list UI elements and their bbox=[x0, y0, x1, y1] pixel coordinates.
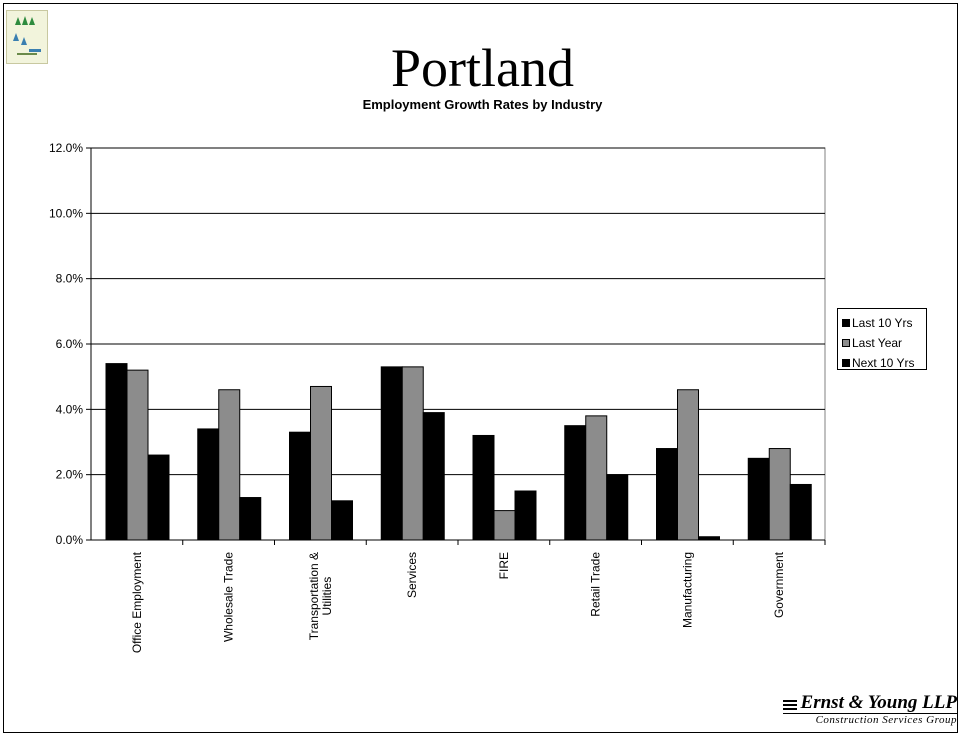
bar-last-10-yrs bbox=[289, 431, 311, 541]
legend-label-last-year: Last Year bbox=[852, 336, 903, 350]
legend-swatch-last-year bbox=[842, 339, 850, 347]
bar-next-10-yrs bbox=[422, 412, 445, 541]
bar-last-year bbox=[126, 369, 149, 541]
bar-last-year bbox=[677, 389, 699, 541]
legend-swatch-last-10-yrs bbox=[842, 319, 850, 327]
y-tick-label: 0.0% bbox=[56, 533, 84, 547]
bar-next-10-yrs bbox=[789, 483, 812, 541]
bar-last-year bbox=[493, 510, 516, 541]
y-tick-label: 10.0% bbox=[49, 206, 83, 220]
x-tick-label: Services bbox=[405, 552, 419, 598]
y-tick-label: 8.0% bbox=[56, 272, 84, 286]
brand-group: Construction Services Group bbox=[782, 713, 957, 726]
bar-last-10-yrs bbox=[656, 448, 678, 541]
y-tick-label: 6.0% bbox=[56, 337, 84, 351]
x-tick-label: Office Employment bbox=[130, 551, 144, 653]
brand-name: Ernst & Young LLP bbox=[800, 692, 957, 713]
bar-last-year bbox=[310, 385, 332, 541]
bar-last-10-yrs bbox=[197, 428, 220, 541]
bar-last-year bbox=[218, 389, 241, 541]
legend-item-last-year: Last Year bbox=[842, 333, 926, 353]
bar-last-year bbox=[401, 366, 424, 541]
bar-next-10-yrs bbox=[514, 490, 537, 541]
bar-next-10-yrs bbox=[331, 500, 353, 541]
y-tick-label: 4.0% bbox=[56, 402, 84, 416]
bar-next-10-yrs bbox=[698, 536, 720, 541]
legend-item-last-10-yrs: Last 10 Yrs bbox=[842, 313, 926, 333]
chart-subtitle: Employment Growth Rates by Industry bbox=[362, 97, 603, 112]
x-tick-label: Wholesale Trade bbox=[222, 552, 236, 642]
bar-last-10-yrs bbox=[747, 457, 770, 541]
bar-last-year bbox=[585, 415, 608, 541]
bar-next-10-yrs bbox=[606, 474, 629, 541]
x-tick-label: Transportation &Utilities bbox=[307, 552, 334, 640]
x-tick-label: Manufacturing bbox=[680, 552, 694, 628]
x-tick-label: Government bbox=[772, 551, 786, 618]
slide-title: Portland bbox=[391, 38, 574, 98]
bar-last-10-yrs bbox=[472, 434, 495, 541]
legend-item-next-10-yrs: Next 10 Yrs bbox=[842, 353, 926, 373]
bar-last-year bbox=[768, 448, 791, 541]
legend-label-next-10-yrs: Next 10 Yrs bbox=[852, 356, 915, 370]
x-tick-label: FIRE bbox=[497, 552, 511, 579]
chart-legend: Last 10 Yrs Last Year Next 10 Yrs bbox=[837, 308, 927, 370]
bar-last-10-yrs bbox=[564, 425, 587, 541]
bar-last-10-yrs bbox=[380, 366, 403, 541]
x-tick-label: Retail Trade bbox=[589, 552, 603, 617]
bar-last-10-yrs bbox=[105, 363, 128, 541]
brand-logo: Ernst & Young LLP Construction Services … bbox=[782, 692, 957, 726]
legend-label-last-10-yrs: Last 10 Yrs bbox=[852, 316, 913, 330]
legend-swatch-next-10-yrs bbox=[842, 359, 850, 367]
bar-next-10-yrs bbox=[147, 454, 170, 541]
y-tick-label: 2.0% bbox=[56, 468, 84, 482]
bar-next-10-yrs bbox=[239, 497, 262, 541]
logo-icon bbox=[6, 10, 48, 64]
y-tick-label: 12.0% bbox=[49, 141, 83, 155]
brand-mark-icon bbox=[782, 697, 797, 710]
